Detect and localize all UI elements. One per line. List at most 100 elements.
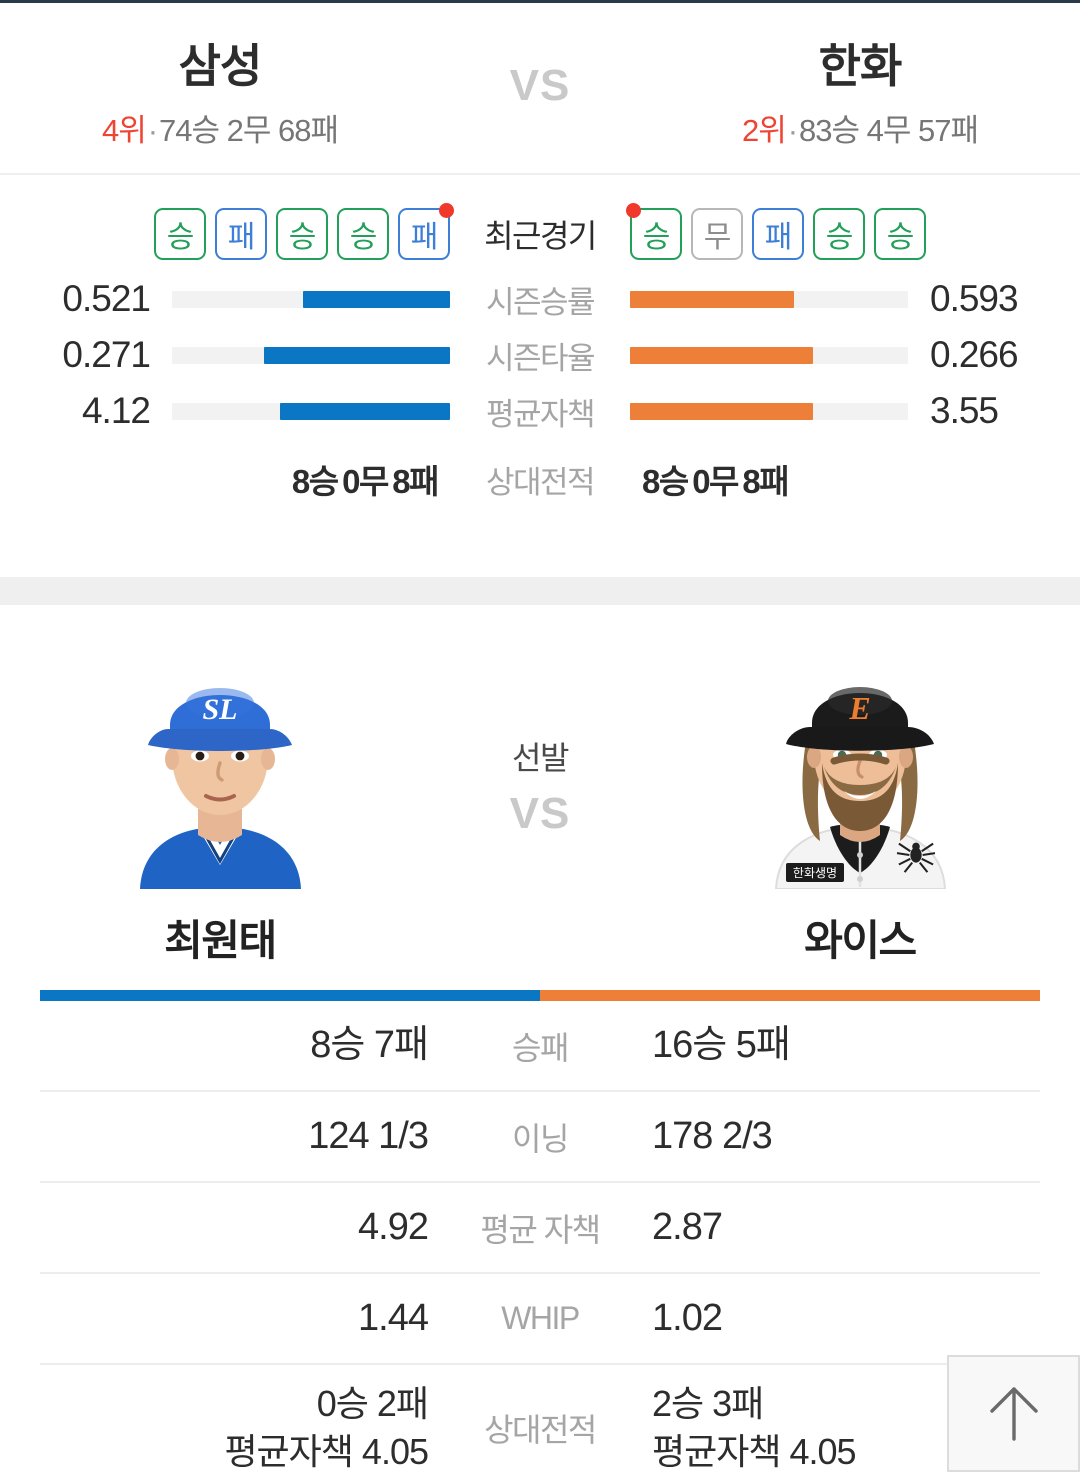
h2h-away-losses: 8 — [742, 463, 760, 500]
live-indicator-dot — [626, 203, 641, 218]
pitcher-away-color-half — [540, 990, 1040, 1001]
pitcher-stat-away-value: 1.02 — [652, 1297, 723, 1340]
recent-game-badge[interactable]: 승 — [276, 208, 328, 260]
h2h-home-draws: 0 — [342, 463, 360, 500]
stat-home-fill — [263, 346, 450, 364]
stat-away-fill — [630, 402, 814, 420]
recent-game-badge[interactable]: 무 — [691, 208, 743, 260]
h2h-label: 상대전적 — [485, 464, 596, 500]
pitcher-away[interactable]: 한화생명 — [640, 641, 1080, 968]
svg-text:SL: SL — [202, 693, 237, 726]
recent-game-badge-label: 승 — [642, 221, 671, 254]
pitcher-stat-home-cell: 124 1/3 — [40, 1111, 450, 1161]
pitcher-home[interactable]: SL 최원태 — [0, 641, 440, 968]
pitcher-stat-home-cell: 1.44 — [40, 1293, 450, 1343]
pitcher-away-name: 와이스 — [804, 917, 917, 964]
stat-label: 시즌타율 — [485, 340, 596, 376]
recent-game-badge-label: 패 — [227, 221, 256, 254]
stat-label-cell: 시즌승률 — [450, 277, 630, 322]
h2h-home-draws-unit: 무 — [358, 463, 389, 500]
pitcher-stat-key: 평균 자책 — [480, 1211, 601, 1248]
stat-away-value: 0.266 — [930, 334, 1019, 375]
stat-home-fill — [302, 290, 450, 308]
pitcher-stat-home-value: 1.44 — [358, 1297, 429, 1340]
pitcher-stat-key: 이닝 — [512, 1120, 569, 1157]
stat-home-batting: 0.271 — [0, 334, 450, 376]
stat-away-winrate: 0.593 — [630, 278, 1080, 320]
h2h-away-wins: 8 — [642, 463, 660, 500]
pitcher-stat-away-cell: 1.02 — [630, 1293, 1040, 1343]
recent-game-badge[interactable]: 패 — [215, 208, 267, 260]
recent-games-label: 최근경기 — [484, 218, 597, 254]
team-home-separator: · — [147, 113, 158, 149]
recent-game-badge-label: 승 — [166, 221, 195, 254]
stat-home-value: 0.521 — [62, 278, 151, 319]
stat-away-track — [630, 290, 908, 308]
pitcher-stat-key-cell: 이닝 — [450, 1114, 630, 1160]
pitcher-stat-key-cell: WHIP — [450, 1300, 630, 1337]
h2h-away: 8승 0무 8패 — [630, 455, 1080, 503]
scroll-to-top-button[interactable] — [947, 1355, 1080, 1472]
recent-games-row: 승 패 승 승 패 최근경기 승 무 패 승 승 — [0, 197, 1080, 271]
stat-home-winrate: 0.521 — [0, 278, 450, 320]
team-away-wdl: 83승 4무 57패 — [799, 113, 979, 149]
pitcher-vs-block: 선발 VS — [440, 641, 640, 839]
team-home-wdl: 74승 2무 68패 — [159, 113, 339, 149]
recent-game-badge[interactable]: 승 — [626, 203, 682, 260]
recent-games-home: 승 패 승 승 패 — [0, 203, 454, 260]
pitcher-stat-row-era: 4.92 평균 자책 2.87 — [40, 1183, 1040, 1274]
stat-home-track — [172, 290, 450, 308]
pitcher-stat-away-value: 178 2/3 — [652, 1115, 773, 1158]
h2h-away-wins-unit: 승 — [658, 463, 689, 500]
team-home-name: 삼성 — [178, 40, 263, 92]
recent-game-badge[interactable]: 승 — [874, 208, 926, 260]
team-away[interactable]: 한화 2위·83승 4무 57패 — [640, 39, 1080, 150]
starting-pitcher-label: 선발 — [512, 740, 569, 776]
svg-text:한화생명: 한화생명 — [792, 866, 836, 880]
arrow-up-icon — [989, 1386, 1038, 1441]
recent-game-badge[interactable]: 승 — [154, 208, 206, 260]
h2h-label-cell: 상대전적 — [450, 457, 630, 502]
team-away-record: 2위·83승 4무 57패 — [640, 105, 1080, 150]
recent-game-badge-label: 승 — [288, 221, 317, 254]
h2h-home-wins: 8 — [291, 463, 310, 500]
recent-games-away-badges: 승 무 패 승 승 — [626, 203, 926, 260]
pitcher-stats-table: 8승 7패 승패 16승 5패 124 1/3 이닝 178 2/3 4.92 … — [40, 1001, 1040, 1472]
stat-away-value: 0.593 — [930, 278, 1019, 319]
pitcher-stat-home-cell: 4.92 — [40, 1202, 450, 1252]
pitcher-h2h-home-cell: 0승 2패 평균자책 4.05 — [40, 1380, 450, 1472]
h2h-home-wins-unit: 승 — [308, 463, 339, 500]
recent-game-badge[interactable]: 승 — [337, 208, 389, 260]
pitcher-stat-home-value: 8승 7패 — [310, 1024, 429, 1067]
pitcher-h2h-home-era: 평균자책 4.05 — [224, 1431, 429, 1472]
pitcher-h2h-label: 상대전적 — [484, 1412, 597, 1448]
pitcher-stat-row-innings: 124 1/3 이닝 178 2/3 — [40, 1092, 1040, 1183]
starting-pitchers-section: SL 최원태 선발 VS — [0, 605, 1080, 968]
team-home-rank: 4위 — [101, 113, 147, 149]
recent-games-home-badges: 승 패 승 승 패 — [154, 203, 454, 260]
pitcher-home-name: 최원태 — [164, 917, 277, 964]
top-rule — [0, 0, 1080, 3]
stat-row-batting-average: 0.271 시즌타율 0.266 — [0, 327, 1080, 383]
live-indicator-dot — [439, 203, 454, 218]
svg-text:E: E — [848, 690, 870, 726]
stat-away-value: 3.55 — [930, 390, 999, 431]
pitcher-stat-home-value: 124 1/3 — [308, 1115, 429, 1158]
recent-game-badge-label: 승 — [886, 221, 915, 254]
pitcher-stat-away-cell: 2.87 — [630, 1202, 1040, 1252]
recent-game-badge[interactable]: 패 — [752, 208, 804, 260]
stat-home-fill — [280, 402, 450, 420]
stat-home-era: 4.12 — [0, 390, 450, 432]
pitcher-stat-away-value: 16승 5패 — [652, 1024, 791, 1067]
pitcher-stat-away-value: 2.87 — [652, 1206, 723, 1249]
stat-away-track — [630, 402, 908, 420]
pitcher-stat-key-cell: 평균 자책 — [450, 1205, 630, 1251]
team-away-name: 한화 — [818, 40, 903, 92]
team-away-separator: · — [787, 113, 798, 149]
team-home[interactable]: 삼성 4위·74승 2무 68패 — [0, 39, 440, 150]
stat-label-cell: 평균자책 — [450, 389, 630, 434]
pitcher-h2h-home-record: 0승 2패 — [316, 1383, 429, 1425]
recent-game-badge[interactable]: 패 — [398, 203, 454, 260]
recent-game-badge[interactable]: 승 — [813, 208, 865, 260]
